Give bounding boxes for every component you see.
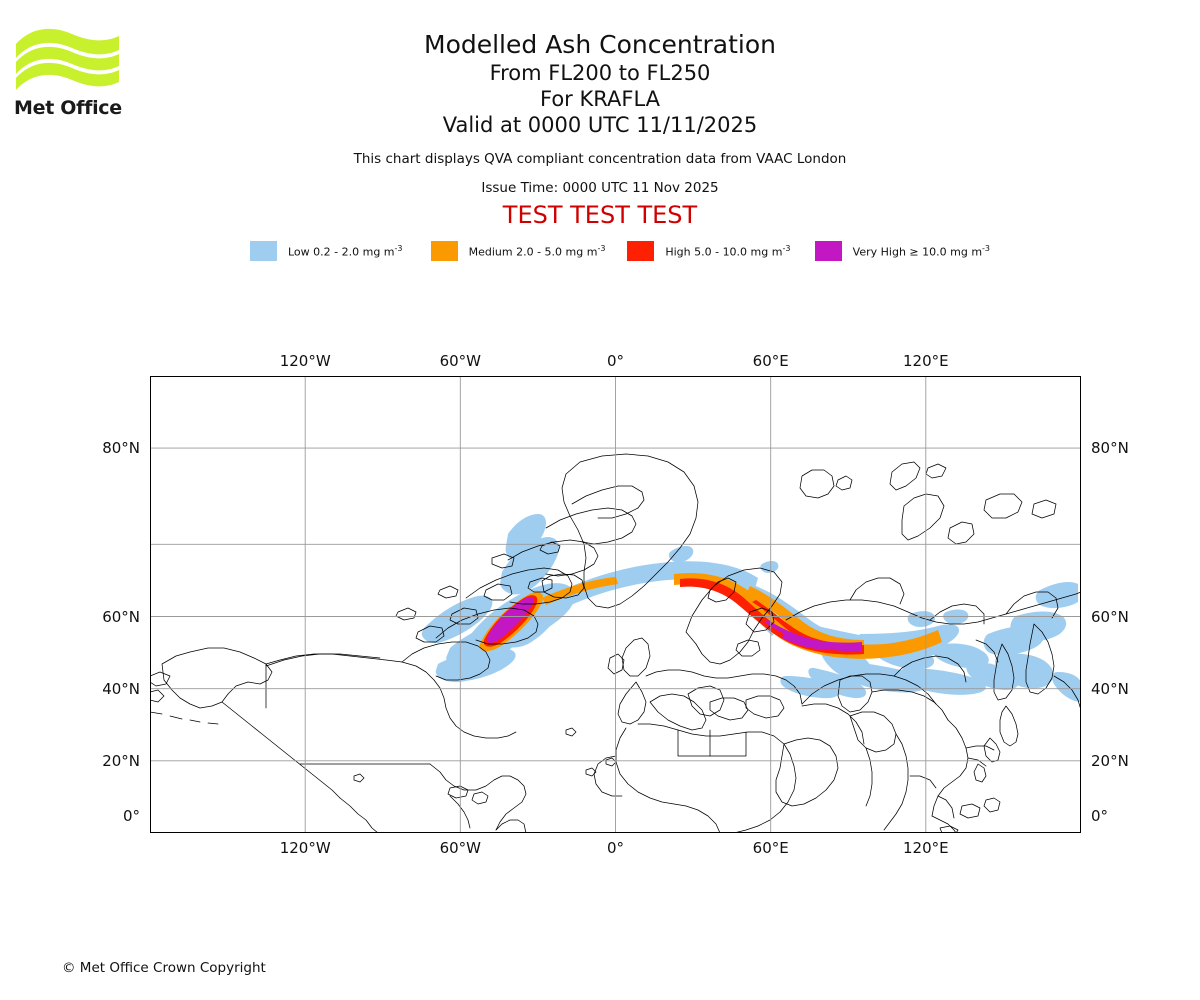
- coastline-layer: [150, 453, 1081, 833]
- legend-swatch-high: [627, 241, 655, 261]
- legend-swatch-medium: [430, 241, 458, 261]
- legend-label-medium: Medium 2.0 - 5.0 mg m-3: [468, 243, 606, 259]
- legend-item-medium: Medium 2.0 - 5.0 mg m-3: [430, 240, 606, 262]
- test-banner: TEST TEST TEST: [502, 201, 698, 229]
- legend-item-very-high: Very High ≥ 10.0 mg m-3: [814, 240, 991, 262]
- lon-tick-top-60w: 60°W: [439, 352, 482, 370]
- met-office-wave-mark: [16, 28, 119, 90]
- copyright-notice: © Met Office Crown Copyright: [62, 960, 266, 976]
- ash-concentration-map: 120°W 60°W 0° 60°E 120°E 120°W 60°W 0° 6…: [102, 352, 1129, 857]
- graticule-grid: [150, 376, 1081, 833]
- legend-item-high: High 5.0 - 10.0 mg m-3: [627, 240, 790, 262]
- legend-label-very-high: Very High ≥ 10.0 mg m-3: [852, 243, 991, 259]
- lat-tick-left-40n: 40°N: [102, 679, 140, 698]
- lat-tick-right-40n: 40°N: [1091, 679, 1129, 698]
- lat-tick-left-60n: 60°N: [102, 607, 140, 626]
- issue-time: Issue Time: 0000 UTC 11 Nov 2025: [481, 180, 719, 196]
- lat-tick-right-20n: 20°N: [1091, 751, 1129, 770]
- lat-tick-right-0: 0°: [1091, 807, 1109, 825]
- lon-tick-bottom-120w: 120°W: [279, 839, 331, 857]
- lon-tick-bottom-120e: 120°E: [902, 839, 949, 857]
- lon-tick-top-120e: 120°E: [902, 352, 949, 370]
- lat-tick-right-60n: 60°N: [1091, 607, 1129, 626]
- lat-tick-left-20n: 20°N: [102, 751, 140, 770]
- plume-very-high-layer: [486, 597, 862, 652]
- lon-tick-top-60e: 60°E: [752, 352, 789, 370]
- legend-item-low: Low 0.2 - 2.0 mg m-3: [250, 240, 403, 262]
- lat-tick-right-80n: 80°N: [1091, 439, 1129, 458]
- concentration-legend: Low 0.2 - 2.0 mg m-3 Medium 2.0 - 5.0 mg…: [250, 240, 990, 262]
- lon-tick-top-120w: 120°W: [279, 352, 331, 370]
- page-title: Modelled Ash Concentration: [424, 30, 776, 59]
- legend-swatch-low: [250, 241, 277, 261]
- lon-tick-bottom-60w: 60°W: [439, 839, 482, 857]
- chart-note: This chart displays QVA compliant concen…: [353, 151, 847, 167]
- met-office-logo: Met Office: [14, 24, 124, 119]
- lon-tick-bottom-0: 0°: [606, 839, 625, 857]
- legend-label-high: High 5.0 - 10.0 mg m-3: [665, 243, 791, 259]
- legend-label-low: Low 0.2 - 2.0 mg m-3: [288, 243, 403, 259]
- lon-tick-top-0: 0°: [606, 352, 625, 370]
- lon-tick-bottom-60e: 60°E: [752, 839, 789, 857]
- volcano-line: For KRAFLA: [540, 87, 660, 111]
- valid-time-line: Valid at 0000 UTC 11/11/2025: [442, 113, 758, 137]
- met-office-wordmark: Met Office: [14, 97, 122, 119]
- lat-tick-left-80n: 80°N: [102, 439, 140, 458]
- lat-tick-left-0: 0°: [122, 807, 140, 825]
- chart-header: Modelled Ash Concentration From FL200 to…: [0, 0, 1200, 229]
- map-canvas: [150, 376, 1081, 833]
- legend-swatch-very-high: [814, 241, 842, 261]
- flight-level-line: From FL200 to FL250: [489, 61, 711, 85]
